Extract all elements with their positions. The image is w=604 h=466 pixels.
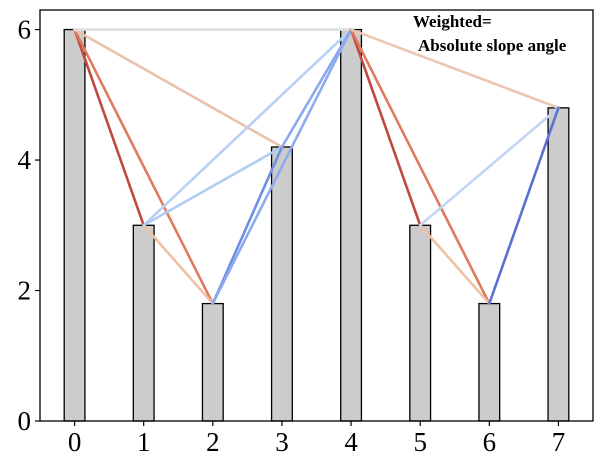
bars-layer bbox=[63, 28, 570, 422]
x-tick-label-3: 3 bbox=[275, 427, 289, 457]
edge-0-2 bbox=[73, 28, 215, 305]
x-tick-label-2: 2 bbox=[206, 427, 220, 457]
bar-5 bbox=[409, 224, 432, 422]
bar-2 bbox=[201, 302, 224, 422]
edge-0-1 bbox=[73, 28, 145, 227]
y-tick-label-0: 0 bbox=[18, 406, 32, 436]
y-tick-label-2: 2 bbox=[18, 276, 32, 306]
x-tick-label-0: 0 bbox=[68, 427, 82, 457]
edge-1-3 bbox=[142, 145, 284, 227]
x-axis: 0 1 2 3 4 5 6 7 bbox=[68, 421, 565, 457]
edge-4-5 bbox=[349, 28, 422, 227]
bar-4 bbox=[340, 28, 363, 422]
edge-3-4 bbox=[280, 28, 353, 149]
x-tick-label-6: 6 bbox=[483, 427, 497, 457]
x-tick-label-7: 7 bbox=[552, 427, 566, 457]
edge-4-6 bbox=[349, 28, 491, 305]
x-tick-label-5: 5 bbox=[413, 427, 427, 457]
x-tick-label-4: 4 bbox=[344, 427, 358, 457]
annotation-line-2: Absolute slope angle bbox=[418, 36, 567, 55]
edge-5-7 bbox=[418, 106, 560, 227]
bar-3 bbox=[270, 146, 293, 422]
y-axis: 0 2 4 6 bbox=[18, 15, 40, 436]
edge-6-7 bbox=[488, 106, 560, 305]
edge-1-4 bbox=[142, 28, 353, 227]
edge-2-4 bbox=[211, 28, 353, 305]
edge-1-2 bbox=[142, 223, 215, 305]
x-tick-label-1: 1 bbox=[137, 427, 151, 457]
plot-frame bbox=[39, 9, 594, 422]
visibility-edges-layer bbox=[73, 28, 560, 305]
edge-4-7 bbox=[349, 28, 560, 110]
bar-7 bbox=[547, 107, 570, 422]
annotation-line-1: Weighted= bbox=[413, 12, 492, 31]
edge-0-3 bbox=[73, 28, 284, 149]
bar-1 bbox=[132, 224, 155, 422]
edge-2-3 bbox=[211, 145, 284, 305]
edge-5-6 bbox=[418, 223, 491, 305]
bar-0 bbox=[63, 28, 86, 422]
y-tick-label-6: 6 bbox=[18, 15, 32, 45]
bar-6 bbox=[478, 302, 501, 422]
y-tick-label-4: 4 bbox=[18, 145, 32, 175]
